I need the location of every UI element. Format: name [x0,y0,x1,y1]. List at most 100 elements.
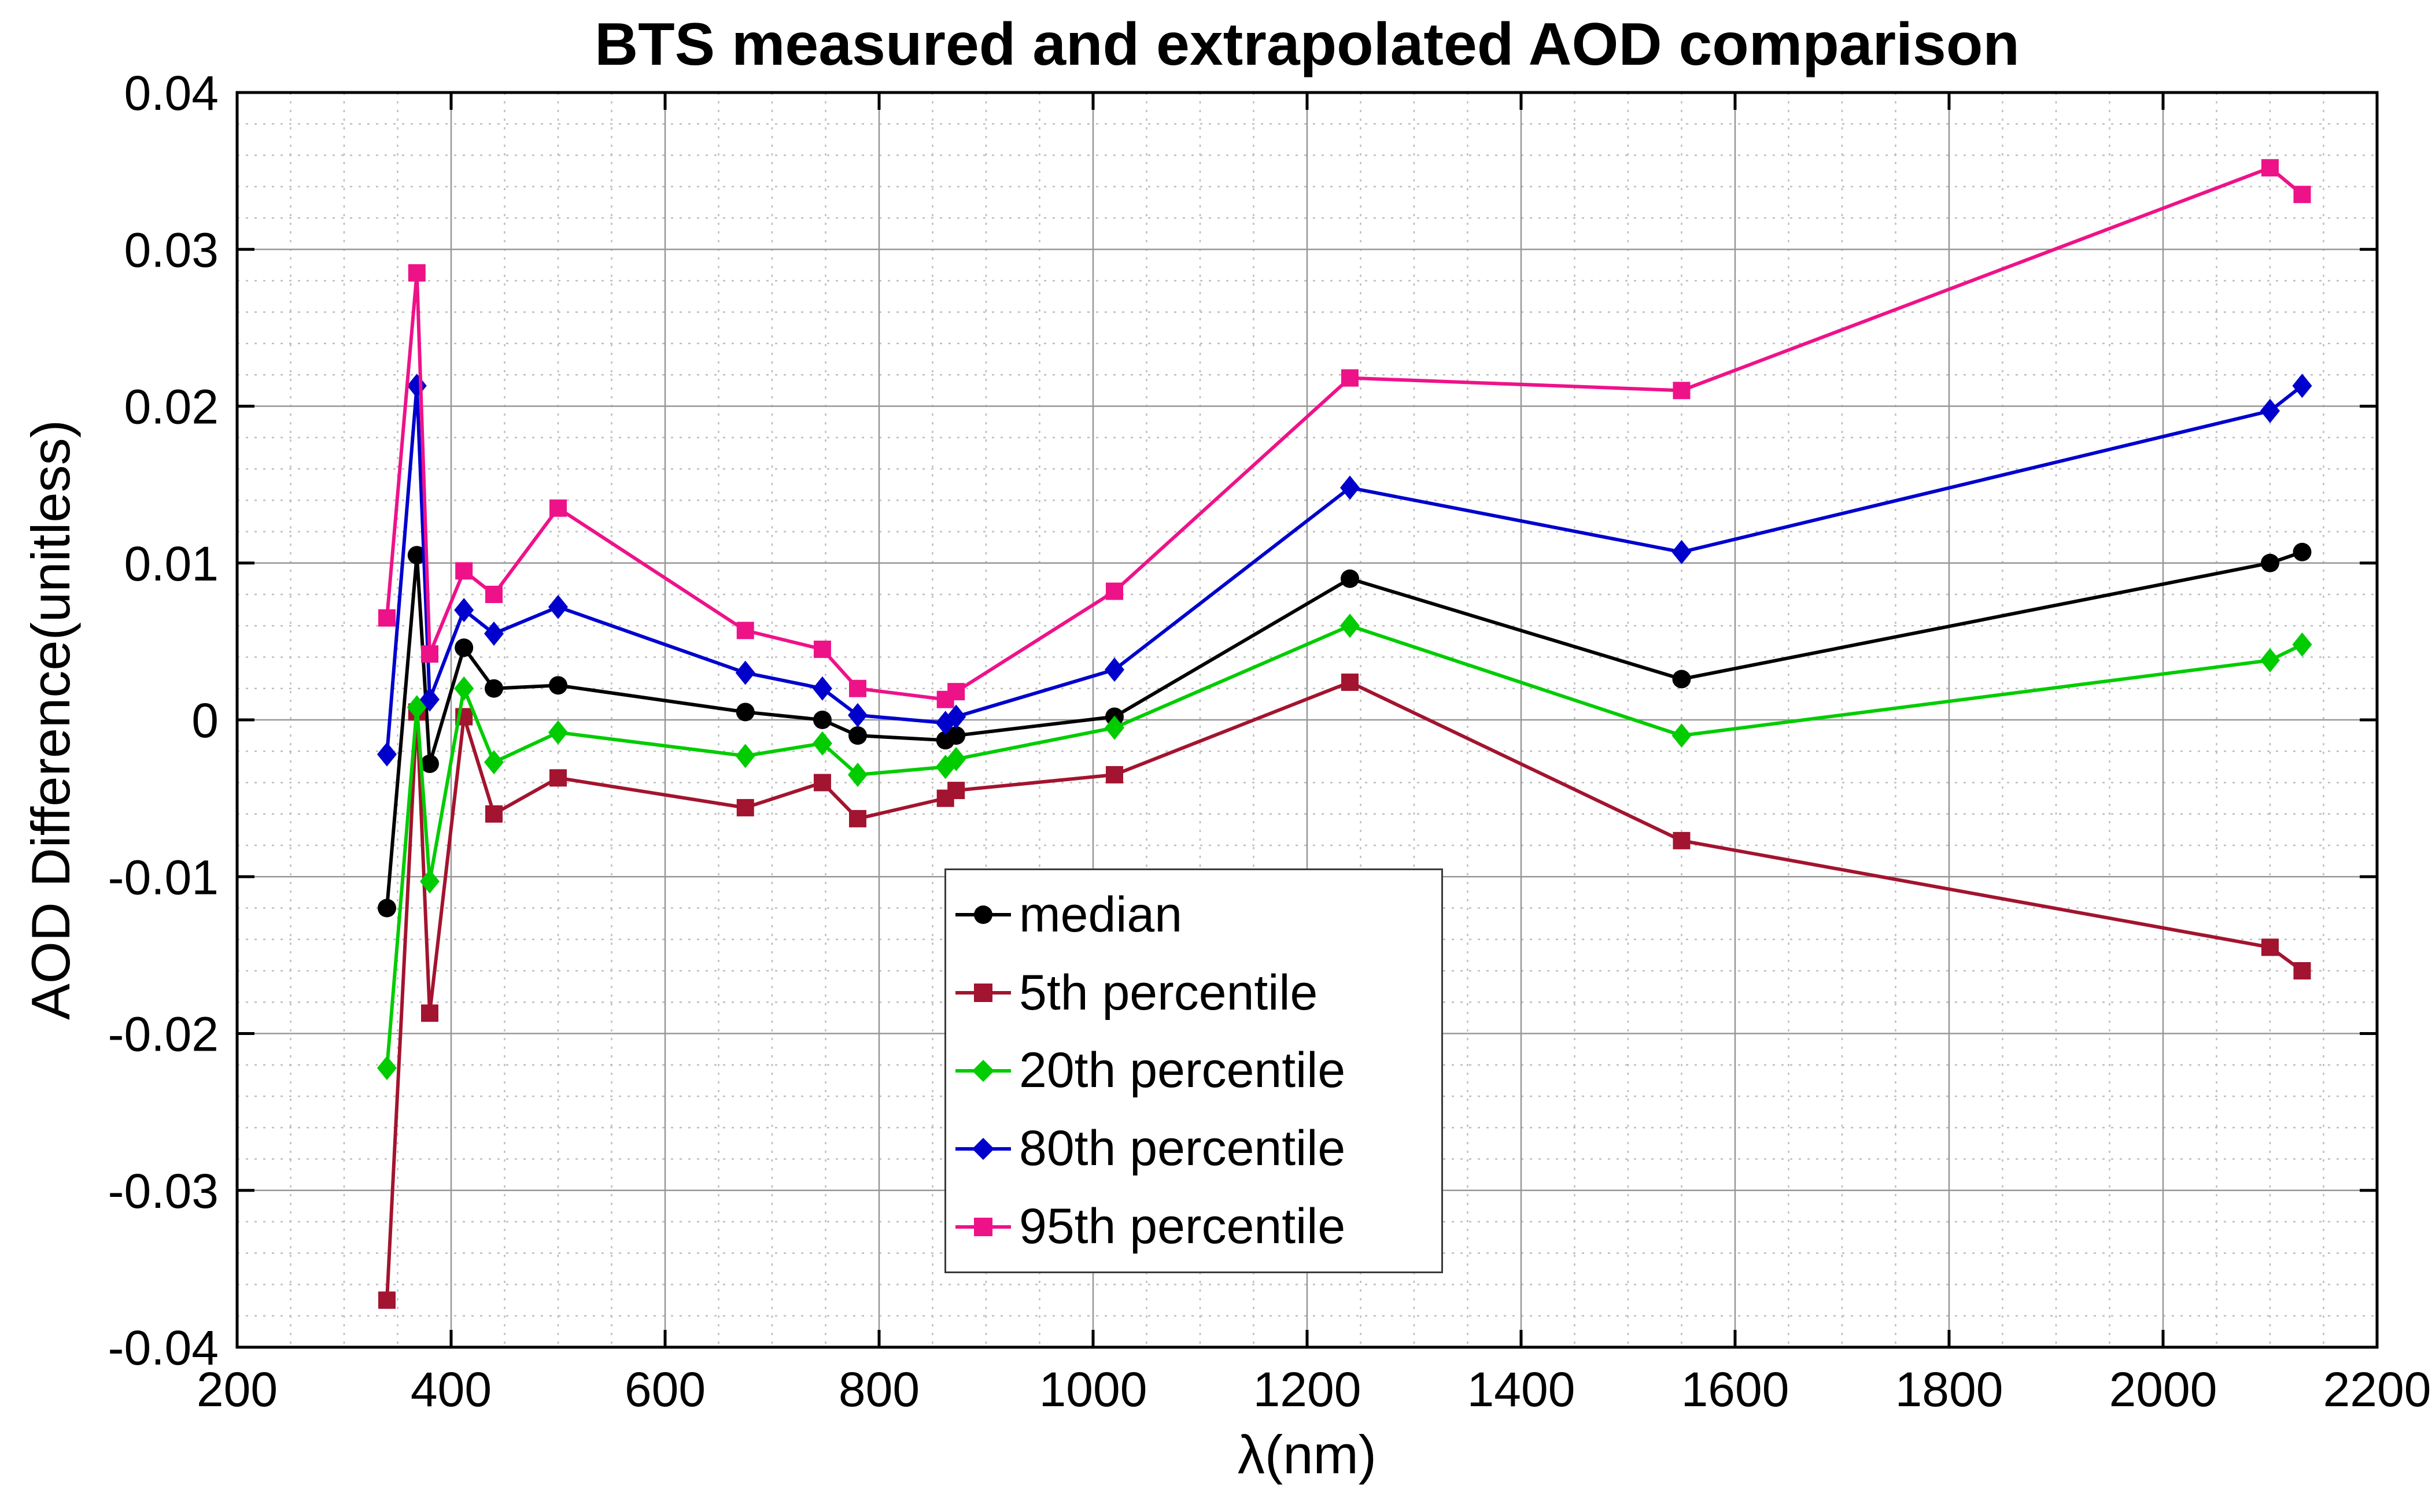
series-2-marker [484,750,504,775]
series-4-marker [1673,382,1691,400]
x-tick-label: 400 [411,1362,492,1417]
series-1-marker [2293,962,2311,979]
y-tick-label: -0.02 [108,1007,219,1062]
series-line-3 [385,384,2304,755]
series-line-1 [385,680,2304,1300]
series-3-marker [1671,539,1692,564]
series-1-marker [813,774,831,792]
series-4-marker [2293,186,2311,204]
series-3-marker [2260,398,2280,423]
legend-marker-20th-percentile [955,1058,1011,1084]
legend-label-20th-percentile: 20th percentile [1019,1042,1346,1099]
legend-label-95th-percentile: 95th percentile [1019,1199,1346,1255]
series-4-marker [485,586,503,603]
series-3-marker [848,703,868,727]
y-tick-label: 0.02 [124,380,219,434]
series-0-marker [1672,670,1691,689]
series-3-marker [407,374,427,398]
legend-label-5th-percentile: 5th percentile [1019,964,1318,1021]
series-0-marker [736,703,755,722]
series-2-marker [2260,648,2280,672]
y-axis-label: AOD Difference(unitless) [20,420,81,1020]
y-tick-label: 0 [191,693,219,748]
legend-marker-80th-percentile [955,1136,1011,1162]
series-1-marker [485,805,503,823]
series-1-marker [947,782,965,800]
series-3-marker [812,676,832,701]
series-1-marker [849,809,866,827]
series-0-marker [848,726,867,745]
x-tick-label: 1800 [1895,1362,2003,1417]
series-2-marker [735,744,755,768]
series-4-marker [947,683,965,701]
x-axis-label: λ(nm) [1237,1424,1377,1485]
series-1-marker [421,1004,438,1022]
series-3-marker [548,594,568,619]
series-2-marker [848,762,868,787]
series-3-marker [420,687,440,712]
legend: median 5th percentile 20th percentile 80… [944,868,1443,1273]
legend-item-80th-percentile: 80th percentile [946,1110,1441,1188]
series-line-0 [385,550,2303,908]
x-tick-label: 1400 [1467,1362,1575,1417]
series-2-marker [812,731,832,756]
series-2-marker [946,746,966,771]
series-4-marker [455,562,473,580]
series-3-marker [735,660,755,685]
series-2-marker [1105,715,1124,740]
series-3-marker [377,742,397,767]
series-4-marker [549,499,567,517]
y-tick-label: -0.04 [108,1321,219,1375]
series-3-marker [946,704,966,729]
series-3-marker [1105,657,1124,682]
legend-item-5th-percentile: 5th percentile [946,954,1441,1032]
series-3-marker [1340,475,1360,500]
series-2-marker [420,869,440,894]
series-4-marker [408,264,426,282]
series-4-marker [1106,582,1123,600]
legend-item-95th-percentile: 95th percentile [946,1188,1441,1266]
y-tick-label: 0.01 [124,537,219,591]
legend-label-median: median [1019,886,1183,942]
series-0-marker [455,638,474,657]
legend-item-median: median [946,876,1441,953]
legend-marker-5th-percentile [955,980,1011,1005]
x-tick-label: 1000 [1039,1362,1147,1417]
series-3-marker [2292,374,2312,398]
series-0-marker [485,679,503,698]
series-1-marker [2261,938,2279,956]
series-0-marker [420,754,439,773]
series-0-marker [813,711,832,729]
series-2-marker [1671,723,1692,748]
y-tick-label: -0.03 [108,1164,219,1218]
x-tick-label: 2200 [2323,1362,2431,1417]
legend-label-80th-percentile: 80th percentile [1019,1121,1346,1177]
series-4-marker [736,622,754,639]
y-tick-label: 0.03 [124,223,219,277]
series-3-marker [484,621,504,646]
legend-marker-95th-percentile [955,1214,1011,1240]
series-4-marker [1341,369,1359,387]
x-tick-label: 600 [625,1362,706,1417]
series-0-marker [2293,542,2312,561]
series-line-2 [385,624,2303,1069]
series-0-marker [1341,569,1359,588]
series-1-marker [1341,673,1359,691]
legend-item-20th-percentile: 20th percentile [946,1032,1441,1110]
x-tick-label: 200 [197,1362,278,1417]
series-line-4 [385,165,2304,701]
series-4-marker [2261,159,2279,177]
series-2-marker [454,676,474,701]
series-2-marker [548,720,568,745]
series-1-marker [549,769,567,787]
series-2-marker [377,1056,397,1081]
series-0-marker [2261,553,2279,572]
series-0-marker [947,726,966,745]
series-2-marker [1340,613,1360,638]
series-1-marker [1106,766,1123,783]
legend-marker-median [955,902,1011,927]
series-0-marker [549,676,567,695]
chart-title: BTS measured and extrapolated AOD compar… [595,11,2020,78]
